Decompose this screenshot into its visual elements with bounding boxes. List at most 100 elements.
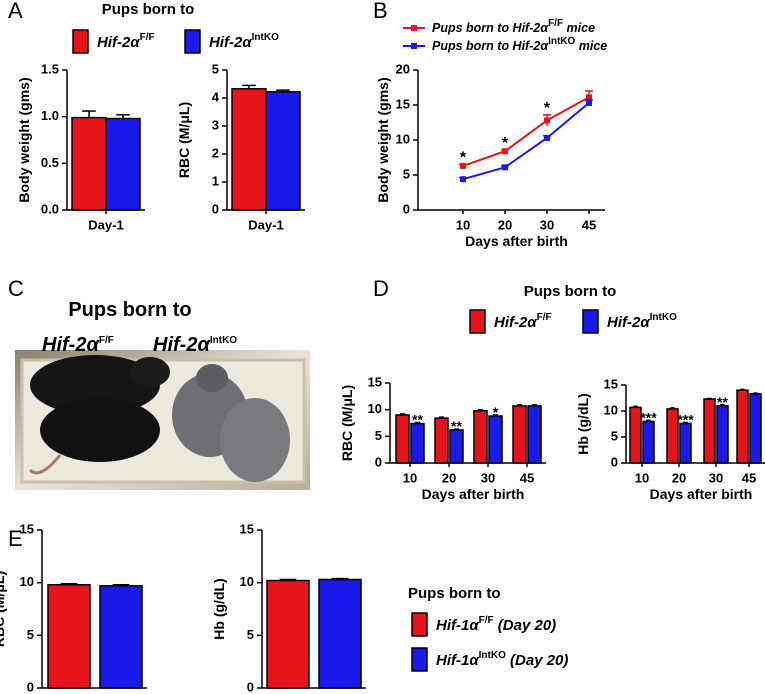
legend-swatch [72, 29, 89, 54]
line [462, 96, 590, 167]
label-text: Hif-2α [42, 334, 100, 356]
legend-label: Hif-2αIntKO [209, 32, 279, 51]
significance-label: * [460, 150, 467, 167]
x-tick-label: 30 [709, 470, 723, 485]
legend-title: Pups born to [408, 585, 501, 602]
mouse [40, 398, 160, 462]
photo-label: Hif-2αF/F [42, 334, 114, 356]
bar [434, 417, 449, 464]
panel-label: A [8, 0, 23, 23]
y-tick-label: 10 [396, 131, 410, 146]
y-tick-label: 10 [20, 574, 34, 589]
bar [71, 116, 107, 211]
x-axis-label: Days after birth [465, 233, 568, 249]
significance-label: *** [677, 411, 694, 427]
legend-title: Pups born to [524, 283, 617, 300]
x-tick-label: 45 [742, 470, 756, 485]
bar [99, 585, 143, 689]
bar [749, 393, 762, 464]
bar [318, 578, 362, 689]
legend-title: Pups born to [102, 1, 195, 18]
line [462, 102, 590, 181]
label-superscript: F/F [537, 312, 552, 323]
label-text: Hif-2α [97, 34, 140, 51]
y-tick-label: 10 [240, 574, 254, 589]
y-tick-label: 3 [212, 117, 219, 132]
photo [15, 350, 310, 490]
label-superscript: IntKO [252, 32, 279, 43]
label-text: Hif-2α [607, 314, 650, 331]
label-text: Hif-1α [436, 652, 479, 669]
y-axis-label: Body weight (gms) [16, 77, 32, 202]
marker [460, 176, 466, 183]
y-tick-label: 4 [212, 89, 220, 104]
x-tick-label: 30 [540, 217, 554, 232]
significance-label: ** [717, 394, 728, 410]
y-tick-label: 20 [396, 61, 410, 76]
y-tick-label: 0 [27, 679, 34, 694]
label-superscript: F/F [479, 615, 494, 626]
y-tick-label: 5 [27, 627, 34, 642]
marker [586, 94, 592, 101]
y-tick-label: 15 [20, 521, 34, 536]
marker [544, 134, 550, 141]
mouse-head [196, 364, 228, 392]
bar [736, 389, 749, 464]
label-text: Hif-1α [436, 617, 479, 634]
y-tick-label: 5 [212, 61, 219, 76]
y-tick-label: 0 [611, 454, 618, 469]
bar [266, 579, 310, 689]
y-tick-label: 0 [212, 201, 219, 216]
bar [449, 429, 464, 464]
panel-label: E [8, 526, 23, 551]
label-suffix: (Day 20) [494, 617, 557, 634]
significance-label: ** [412, 411, 423, 427]
marker [502, 164, 508, 171]
label-text: Hif-2α [153, 334, 211, 356]
legend-marker [411, 43, 417, 49]
y-tick-label: 0.0 [41, 201, 59, 216]
label-suffix: (Day 20) [506, 652, 569, 669]
mouse [30, 355, 160, 415]
label-text: Hif-2α [209, 34, 252, 51]
legend-swatch [184, 29, 201, 54]
bar [231, 88, 267, 211]
label-superscript: IntKO [479, 650, 506, 661]
significance-label: * [544, 100, 551, 117]
legend-swatch [411, 647, 428, 672]
legend-label: Hif-1αIntKO (Day 20) [436, 650, 568, 669]
marker [460, 162, 466, 169]
legend-swatch [469, 309, 486, 334]
y-tick-label: 5 [611, 428, 618, 443]
y-tick-label: 2 [212, 145, 219, 160]
significance-label: * [502, 135, 509, 152]
y-axis-label: Body weight (gms) [375, 77, 391, 202]
label-text: Pups born to Hif-2α [432, 21, 549, 35]
x-tick-label: Day-1 [88, 217, 123, 232]
panel-label: D [373, 276, 389, 301]
y-tick-label: 5 [375, 428, 382, 443]
label-text: Hif-2α [494, 314, 537, 331]
y-tick-label: 1.0 [41, 108, 59, 123]
legend-swatch [582, 309, 599, 334]
significance-label: ** [451, 418, 462, 434]
x-tick-label: Day-1 [248, 217, 283, 232]
mouse [220, 398, 290, 482]
y-tick-label: 10 [368, 401, 382, 416]
x-tick-label: 20 [498, 217, 512, 232]
photo-label: Hif-2αIntKO [153, 334, 237, 356]
photo-title: Pups born to [68, 299, 191, 321]
panel-label: C [8, 276, 24, 301]
legend-swatch [411, 612, 428, 637]
panel-label: B [373, 0, 388, 23]
y-tick-label: 15 [604, 376, 618, 391]
x-tick-label: 10 [456, 217, 470, 232]
y-tick-label: 0 [403, 201, 410, 216]
y-tick-label: 0.5 [41, 155, 59, 170]
bar [488, 415, 503, 464]
marker [586, 99, 592, 106]
x-tick-label: 45 [582, 217, 596, 232]
x-tick-label: 30 [481, 470, 495, 485]
significance-label: *** [640, 409, 657, 425]
label-superscript: F/F [99, 335, 114, 346]
